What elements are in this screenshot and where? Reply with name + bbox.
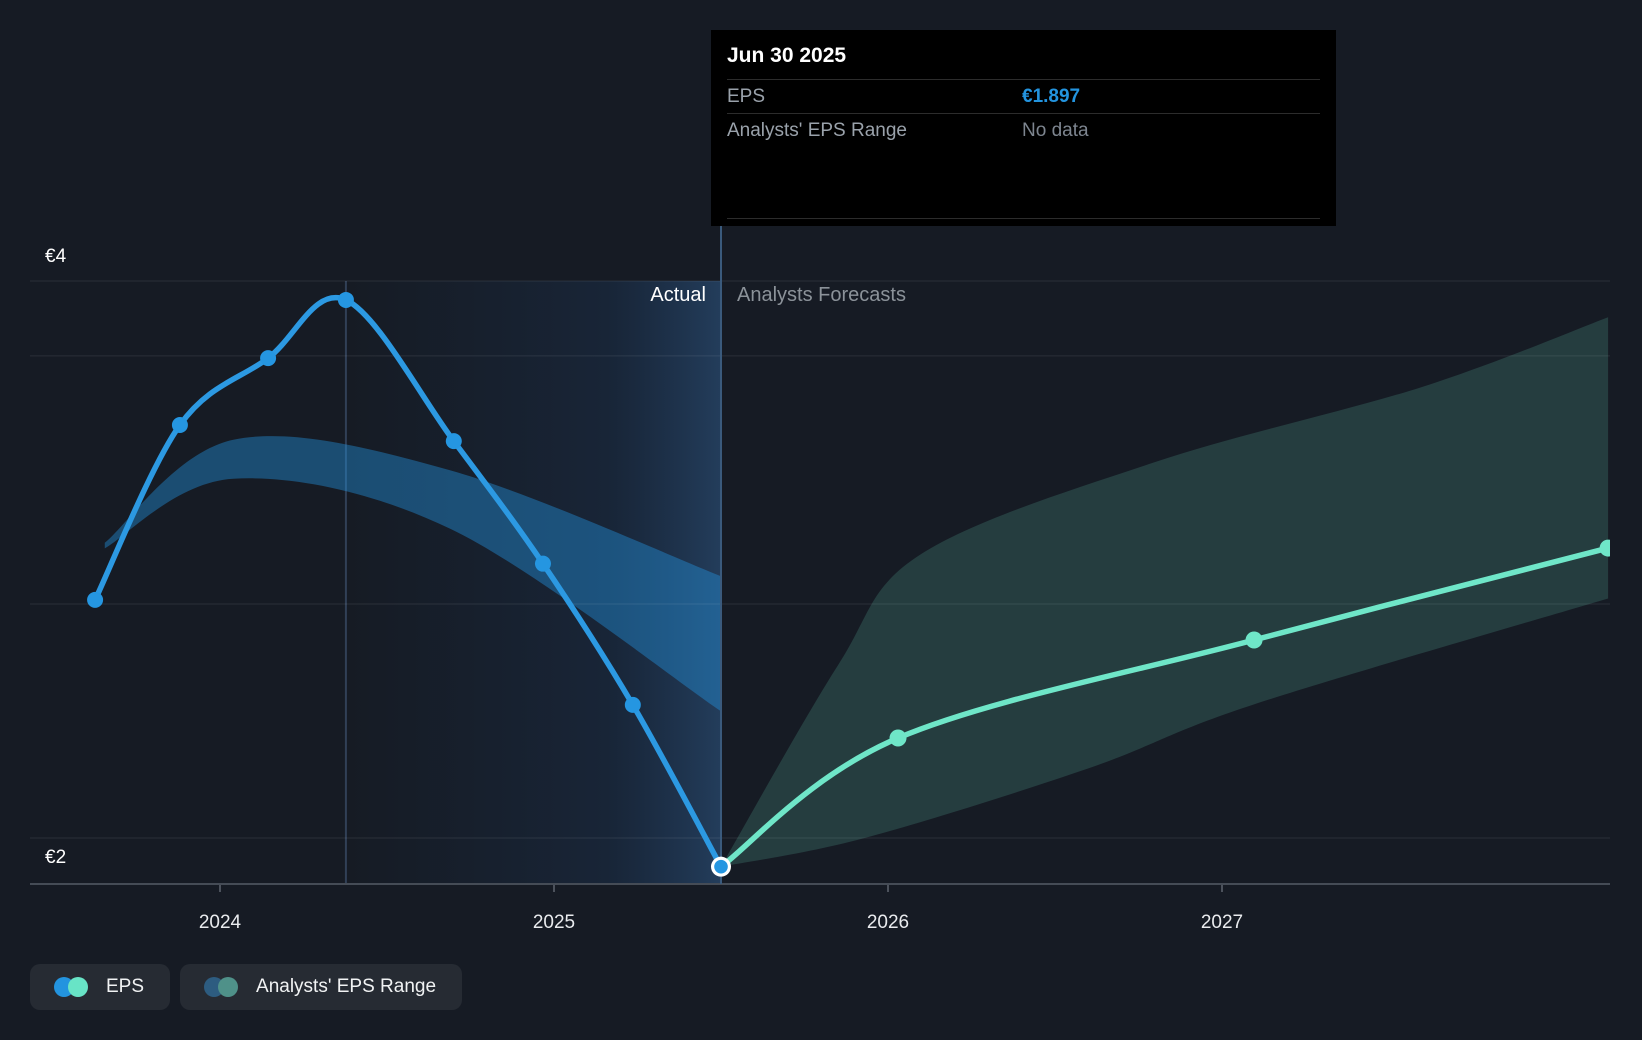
past-range-band bbox=[104, 436, 721, 712]
tooltip-row-eps: EPS €1.897 bbox=[727, 80, 1320, 114]
data-point-actual[interactable] bbox=[445, 433, 462, 450]
tooltip-range-label: Analysts' EPS Range bbox=[727, 119, 907, 141]
x-axis-label-2027: 2027 bbox=[1200, 912, 1244, 933]
data-point-actual[interactable] bbox=[87, 591, 104, 608]
data-point-forecast[interactable] bbox=[1245, 631, 1263, 649]
tooltip-range-value: No data bbox=[1022, 119, 1089, 141]
legend-item-eps[interactable]: EPS bbox=[30, 964, 171, 1010]
data-point-forecast[interactable] bbox=[889, 729, 907, 747]
data-point-actual[interactable] bbox=[534, 555, 551, 572]
x-axis-label-2026: 2026 bbox=[866, 912, 910, 933]
forecast-phase-label: Analysts Forecasts bbox=[737, 284, 906, 306]
chart-tooltip: Jun 30 2025 EPS €1.897 Analysts' EPS Ran… bbox=[711, 30, 1336, 226]
y-axis-label-2: €2 bbox=[45, 847, 67, 868]
forecast-range-band bbox=[721, 317, 1609, 867]
y-axis-label-4: €4 bbox=[45, 246, 67, 267]
eps-teal-dot-icon bbox=[68, 977, 88, 997]
eps-forecast-line bbox=[721, 545, 1610, 870]
tooltip-eps-label: EPS bbox=[727, 85, 766, 107]
data-point-actual[interactable] bbox=[171, 416, 188, 433]
data-point-actual[interactable] bbox=[624, 696, 641, 713]
data-point-actual[interactable] bbox=[337, 291, 354, 308]
data-point-forecast[interactable] bbox=[1599, 539, 1617, 557]
actual-phase-label: Actual bbox=[650, 284, 706, 306]
range-teal-dot-icon bbox=[218, 977, 239, 997]
tooltip-date: Jun 30 2025 bbox=[727, 30, 1320, 80]
data-point-actual[interactable] bbox=[260, 350, 277, 367]
x-axis-label-2024: 2024 bbox=[198, 912, 242, 933]
tooltip-eps-value: €1.897 bbox=[1022, 85, 1081, 107]
current-point[interactable] bbox=[714, 859, 728, 874]
legend-item-label: EPS bbox=[106, 976, 145, 997]
tooltip-row-range: Analysts' EPS Range No data bbox=[727, 114, 1320, 147]
highlight-region bbox=[345, 281, 721, 884]
x-axis-label-2025: 2025 bbox=[532, 912, 576, 933]
chart-legend: EPS Analysts' EPS Range bbox=[30, 964, 463, 1010]
legend-item-label: Analysts' EPS Range bbox=[256, 976, 437, 997]
eps-legend-dots-icon bbox=[54, 977, 88, 997]
tooltip-footer-divider bbox=[727, 218, 1320, 219]
range-legend-dots-icon bbox=[204, 977, 239, 997]
legend-item-analysts-eps-range[interactable]: Analysts' EPS Range bbox=[180, 964, 463, 1010]
